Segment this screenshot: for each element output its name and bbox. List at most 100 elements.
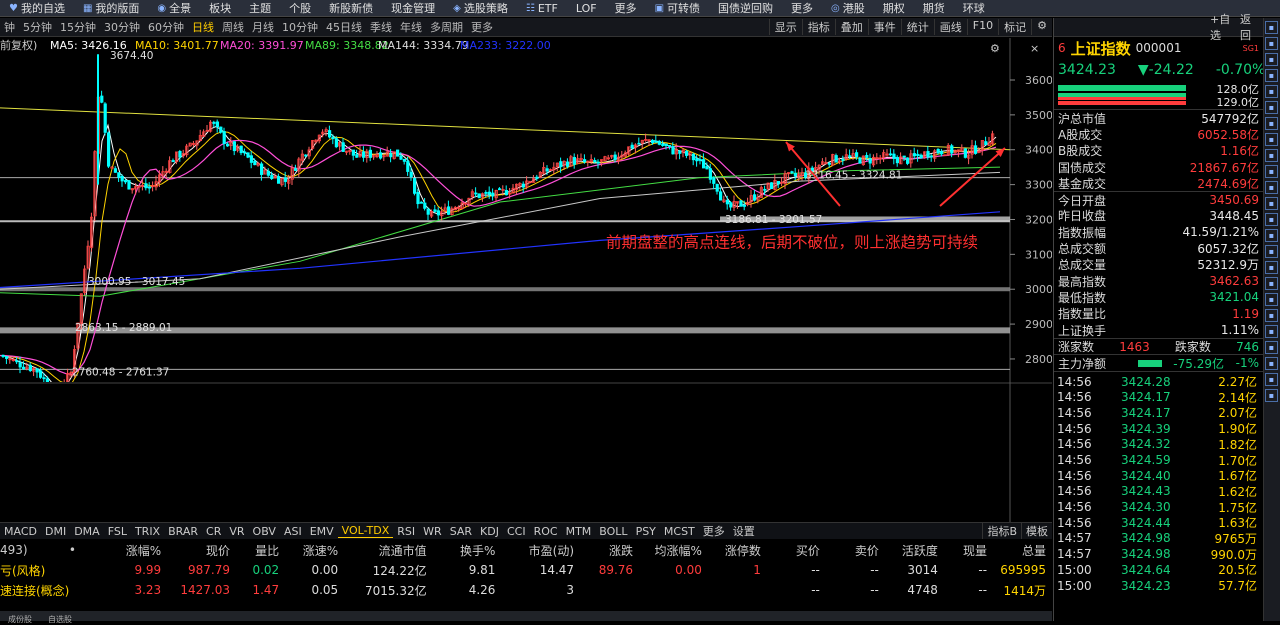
tick-list[interactable]: 14:56 3424.28 2.27亿 14:56 3424.17 2.14亿 14:56 3… xyxy=(1054,370,1263,594)
tool-2[interactable]: 叠加 xyxy=(834,19,868,35)
doc-icon[interactable]: ▪ xyxy=(1265,149,1278,162)
indicator-tab-15[interactable]: KDJ xyxy=(480,524,499,538)
pin-icon[interactable]: ▪ xyxy=(1265,213,1278,226)
flag-icon[interactable]: ▪ xyxy=(1265,165,1278,178)
list-icon[interactable]: ▪ xyxy=(1265,53,1278,66)
indicator-tab-2[interactable]: DMA xyxy=(74,524,100,538)
tool-3[interactable]: 事件 xyxy=(867,19,901,35)
indicator-right-0[interactable]: 指标B xyxy=(982,523,1021,539)
bottom-tab-0[interactable]: 成份股 xyxy=(8,615,32,624)
quote-row[interactable]: 亏(风格) 9.99 987.79 0.02 0.00 124.22亿 9.81 14.47 8… xyxy=(0,560,1052,580)
period-5[interactable]: 日线 xyxy=(192,21,214,34)
quote-row[interactable]: 速连接(概念) 3.23 1427.03 1.47 0.05 7015.32亿 4.26 3 -… xyxy=(0,580,1052,600)
tool-7[interactable]: 标记 xyxy=(998,19,1031,35)
nav-10[interactable]: LOF xyxy=(567,2,606,15)
indicator-tab-0[interactable]: MACD xyxy=(4,524,37,538)
indicator-tab-7[interactable]: VR xyxy=(229,524,245,538)
nav-9[interactable]: ☷ ETF xyxy=(517,2,567,15)
indicator-tab-9[interactable]: ASI xyxy=(283,524,302,538)
period-11[interactable]: 年线 xyxy=(400,21,422,34)
chart-icon[interactable]: ▪ xyxy=(1265,37,1278,50)
grid-icon[interactable]: ▪ xyxy=(1265,85,1278,98)
indicator-tab-14[interactable]: SAR xyxy=(449,524,473,538)
period-7[interactable]: 月线 xyxy=(252,21,274,34)
indicator-tab-16[interactable]: CCI xyxy=(506,524,526,538)
share-icon[interactable]: ▪ xyxy=(1265,293,1278,306)
more-icon[interactable]: ▪ xyxy=(1265,341,1278,354)
nav-11[interactable]: 更多 xyxy=(606,0,646,16)
indicator-tab-20[interactable]: PSY xyxy=(635,524,656,538)
arrow-icon[interactable]: ▪ xyxy=(1265,277,1278,290)
k-icon[interactable]: ▪ xyxy=(1265,21,1278,34)
up-icon[interactable]: ▪ xyxy=(1265,357,1278,370)
down-icon[interactable]: ▪ xyxy=(1265,373,1278,386)
nav-15[interactable]: ◎ 港股 xyxy=(822,0,874,16)
indicator-tab-11[interactable]: VOL-TDX xyxy=(337,524,394,538)
info-icon[interactable]: ▪ xyxy=(1265,69,1278,82)
table-icon[interactable]: ▪ xyxy=(1265,181,1278,194)
period-12[interactable]: 多周期 xyxy=(430,21,463,34)
period-13[interactable]: 更多 xyxy=(471,21,493,34)
nav-3[interactable]: 板块 xyxy=(200,0,240,16)
panel-tool-1[interactable]: 返回 xyxy=(1240,13,1252,42)
bottom-tab-1[interactable]: 自选股 xyxy=(48,615,72,624)
indicator-tab-12[interactable]: RSI xyxy=(397,524,416,538)
plus-icon[interactable]: ▪ xyxy=(1265,245,1278,258)
nav-13[interactable]: 国债逆回购 xyxy=(709,0,782,16)
right-icon[interactable]: ▪ xyxy=(1265,389,1278,402)
nav-5[interactable]: 个股 xyxy=(280,0,320,16)
period-2[interactable]: 15分钟 xyxy=(60,21,96,34)
tool-5[interactable]: 画线 xyxy=(933,19,967,35)
indicator-tab-8[interactable]: OBV xyxy=(252,524,276,538)
nav-1[interactable]: ▦ 我的版面 xyxy=(74,0,148,16)
period-8[interactable]: 10分钟 xyxy=(282,21,318,34)
nav-0[interactable]: ♥ 我的自选 xyxy=(0,0,74,16)
star-icon[interactable]: ▪ xyxy=(1265,101,1278,114)
volume-chart[interactable]: 100005000X10万日线9101112123456 ,10)VOLUME:… xyxy=(0,382,1052,522)
nav-2[interactable]: ◉ 全景 xyxy=(148,0,200,16)
indicator-tab-5[interactable]: BRAR xyxy=(168,524,199,538)
indicator-tab-21[interactable]: MCST xyxy=(663,524,695,538)
period-4[interactable]: 60分钟 xyxy=(148,21,184,34)
period-10[interactable]: 季线 xyxy=(370,21,392,34)
nav-14[interactable]: 更多 xyxy=(782,0,822,16)
nav-8[interactable]: ◈ 选股策略 xyxy=(444,0,517,16)
indicator-tab-22[interactable]: 更多 xyxy=(702,525,725,538)
nav-4[interactable]: 主题 xyxy=(240,0,280,16)
nav-17[interactable]: 期货 xyxy=(914,0,954,16)
nav-7[interactable]: 现金管理 xyxy=(382,0,444,16)
indicator-tab-17[interactable]: ROC xyxy=(533,524,558,538)
tool-4[interactable]: 统计 xyxy=(900,19,934,35)
nav-12[interactable]: ▣ 可转债 xyxy=(646,0,709,16)
indicator-tab-23[interactable]: 设置 xyxy=(732,525,755,538)
period-0[interactable]: 钟 xyxy=(4,21,15,34)
indicator-tab-19[interactable]: BOLL xyxy=(599,524,628,538)
bar-icon[interactable]: ▪ xyxy=(1265,197,1278,210)
tag-icon[interactable]: ▪ xyxy=(1265,229,1278,242)
period-1[interactable]: 5分钟 xyxy=(23,21,52,34)
gear-icon[interactable]: ▪ xyxy=(1265,261,1278,274)
close-icon[interactable]: × xyxy=(1030,42,1039,55)
settings-gear-icon[interactable]: ⚙ xyxy=(990,42,1000,55)
period-3[interactable]: 30分钟 xyxy=(104,21,140,34)
indicator-tab-18[interactable]: MTM xyxy=(565,524,592,538)
indicator-tab-1[interactable]: DMI xyxy=(44,524,67,538)
tool-1[interactable]: 指标 xyxy=(801,19,835,35)
bell-icon[interactable]: ▪ xyxy=(1265,117,1278,130)
nav-6[interactable]: 新股新债 xyxy=(320,0,382,16)
period-6[interactable]: 周线 xyxy=(222,21,244,34)
tool-6[interactable]: F10 xyxy=(966,19,998,35)
search-icon[interactable]: ▪ xyxy=(1265,309,1278,322)
news-icon[interactable]: ▪ xyxy=(1265,133,1278,146)
menu-icon[interactable]: ▪ xyxy=(1265,325,1278,338)
indicator-tab-10[interactable]: EMV xyxy=(309,524,334,538)
indicator-tab-6[interactable]: CR xyxy=(206,524,222,538)
panel-tool-0[interactable]: +自选 xyxy=(1210,13,1231,42)
indicator-tab-3[interactable]: FSL xyxy=(107,524,127,538)
settings-gear-icon[interactable]: ⚙ xyxy=(1031,19,1052,35)
nav-18[interactable]: 环球 xyxy=(954,0,994,16)
period-9[interactable]: 45日线 xyxy=(326,21,362,34)
indicator-right-1[interactable]: 模板 xyxy=(1021,523,1052,539)
indicator-tab-13[interactable]: WR xyxy=(423,524,442,538)
